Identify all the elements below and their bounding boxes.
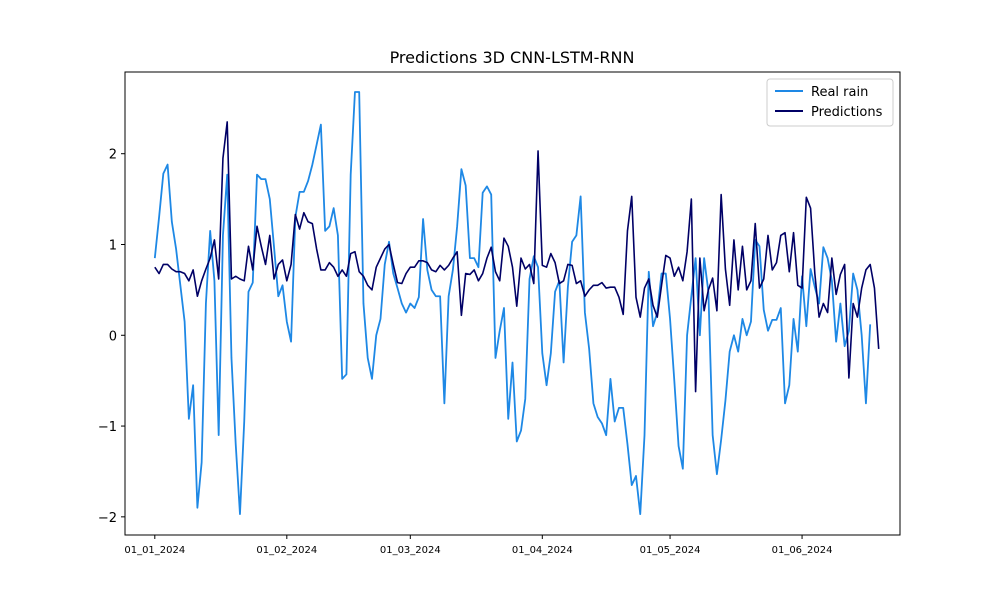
x-tick-label: 01_06_2024 xyxy=(772,545,833,556)
x-tick-label: 01_01_2024 xyxy=(124,545,185,556)
legend-label-real-rain: Real rain xyxy=(811,85,868,100)
y-tick-label: −1 xyxy=(98,420,117,435)
x-tick-label: 01_02_2024 xyxy=(256,545,317,556)
series-line-predictions xyxy=(154,121,880,393)
series-line-real-rain xyxy=(153,91,872,516)
x-tick-label: 01_03_2024 xyxy=(380,545,441,556)
y-tick-label: 0 xyxy=(109,329,117,344)
x-axis: 01_01_2024 01_02_2024 01_03_2024 01_04_2024… xyxy=(124,535,833,556)
x-tick-label: 01_04_2024 xyxy=(512,545,573,556)
legend-label-predictions: Predictions xyxy=(811,105,883,120)
y-tick-label: 2 xyxy=(109,148,117,163)
y-axis: −2 −1 0 1 2 xyxy=(98,148,125,526)
plot-frame xyxy=(124,71,901,536)
y-tick-label: 1 xyxy=(109,238,117,253)
chart-title: Predictions 3D CNN-LSTM-RNN xyxy=(390,48,635,67)
legend: Real rain Predictions xyxy=(766,78,894,127)
x-tick-label: 01_05_2024 xyxy=(640,545,701,556)
series-layer xyxy=(153,91,880,516)
y-tick-label: −2 xyxy=(98,511,117,526)
